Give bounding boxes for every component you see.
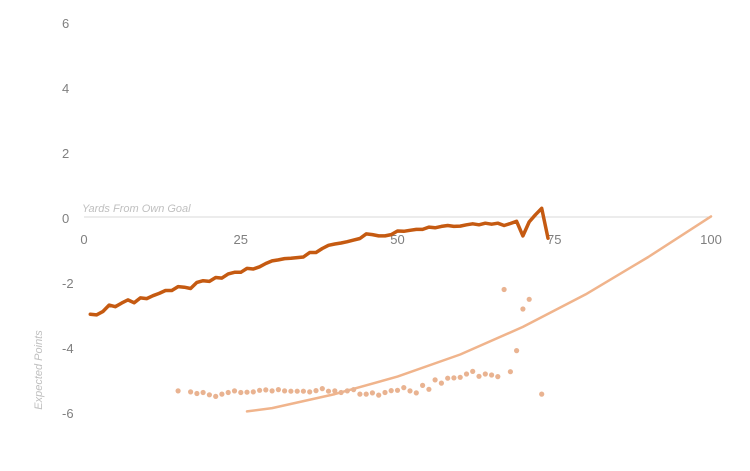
trend-curve: [245, 215, 713, 413]
x-axis-title: Yards From Own Goal: [82, 203, 191, 215]
scatter-point: [413, 390, 419, 396]
scatter-point: [520, 306, 526, 312]
scatter-point: [432, 377, 438, 383]
y-tick-label: 4: [62, 81, 69, 96]
scatter-point: [188, 389, 194, 395]
scatter-point: [351, 387, 357, 393]
y-tick-label: -6: [62, 406, 74, 421]
y-tick-labels: 6 4 2 0 -2 -4 -6: [62, 16, 74, 421]
scatter-point: [401, 385, 407, 391]
scatter-point: [225, 389, 231, 396]
scatter-point: [338, 389, 344, 396]
scatter-point: [445, 375, 451, 381]
scatter-point: [457, 374, 463, 380]
scatter-point: [369, 390, 375, 396]
scatter-point: [263, 387, 269, 393]
scatter-point: [194, 390, 200, 397]
scatter-point: [482, 371, 488, 377]
y-tick-label: -4: [62, 341, 74, 356]
scatter-point: [257, 387, 263, 393]
scatter-point: [507, 369, 513, 375]
scatter-point: [269, 388, 275, 394]
scatter-point: [463, 371, 470, 377]
scatter-point: [282, 388, 288, 394]
scatter-point: [451, 375, 457, 381]
scatter-point: [526, 296, 532, 302]
scatter-point: [438, 380, 444, 386]
scatter-point: [200, 389, 206, 396]
expected-points-line: [88, 206, 550, 317]
scatter-point: [489, 372, 495, 378]
scatter-point: [275, 387, 281, 393]
scatter-point: [175, 388, 181, 394]
y-tick-label: 0: [62, 211, 69, 226]
line-layer: [88, 206, 550, 317]
scatter-point: [250, 389, 256, 395]
x-tick-label: 75: [547, 232, 561, 247]
scatter-point: [470, 368, 476, 374]
scatter-point: [394, 387, 401, 393]
scatter-point: [213, 393, 219, 399]
scatter-point: [319, 386, 325, 392]
scatter-point: [325, 388, 332, 394]
y-tick-label: -2: [62, 276, 74, 291]
scatter-point: [514, 348, 520, 354]
scatter-point: [206, 392, 212, 398]
scatter-point: [313, 388, 319, 394]
scatter-point: [539, 391, 545, 397]
scatter-point: [300, 388, 306, 394]
scatter-point: [388, 388, 394, 394]
scatter-point: [307, 389, 313, 395]
scatter-point: [426, 386, 432, 392]
x-tick-label: 100: [700, 232, 722, 247]
scatter-point: [294, 388, 300, 394]
scatter-point: [288, 388, 294, 394]
scatter-point: [344, 388, 350, 394]
y-tick-label: 6: [62, 16, 69, 31]
scatter-point: [219, 391, 225, 397]
scatter-point: [495, 374, 501, 380]
scatter-point: [244, 389, 250, 395]
scatter-point: [357, 391, 363, 397]
scatter-point: [376, 392, 382, 398]
scatter-point: [231, 388, 238, 394]
scatter-point: [363, 391, 369, 397]
scatter-point: [407, 388, 413, 394]
x-tick-label: 0: [80, 232, 87, 247]
scatter-point: [420, 382, 426, 388]
y-axis-title: Expected Points: [33, 330, 45, 410]
trend-layer: [245, 215, 713, 413]
scatter-point: [476, 373, 482, 379]
scatter-layer: [175, 286, 545, 399]
scatter-point: [382, 389, 388, 396]
scatter-point: [332, 388, 338, 394]
x-tick-label: 50: [390, 232, 404, 247]
y-tick-label: 2: [62, 146, 69, 161]
scatter-point: [501, 286, 507, 293]
scatter-point: [238, 389, 244, 396]
x-tick-label: 25: [234, 232, 248, 247]
x-tick-labels: 0 25 50 75 100: [80, 232, 721, 247]
